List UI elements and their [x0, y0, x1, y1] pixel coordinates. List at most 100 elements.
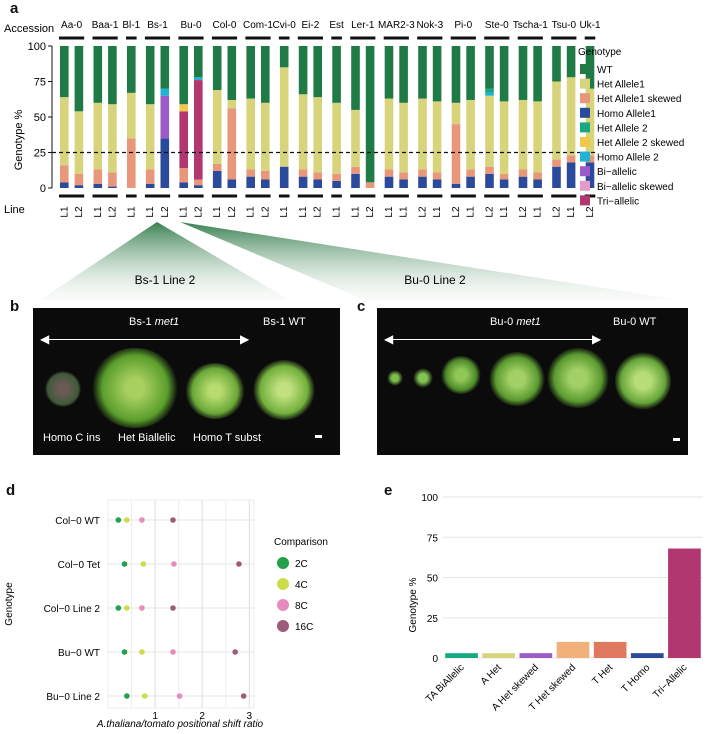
accession-label-Pi-0: Pi-0 — [454, 20, 472, 31]
bar-segment — [194, 179, 203, 186]
line-label: L1 — [332, 206, 343, 218]
bar-segment — [552, 81, 561, 160]
line-label: L2 — [418, 206, 429, 218]
bar-segment — [261, 46, 270, 103]
plant-bu0-met1-5 — [547, 348, 609, 408]
legend-swatch — [580, 107, 590, 118]
bar-segment — [499, 173, 509, 180]
legend-dot — [277, 578, 289, 590]
bar-segment — [212, 90, 222, 164]
bar-segment — [279, 46, 289, 68]
line-label: L2 — [260, 206, 271, 218]
bar-segment — [145, 104, 155, 170]
data-point-2C — [115, 605, 122, 611]
photo-bs1: Bs-1 met1 Bs-1 WT ◀ ▶ Homo C ins Het Bia… — [33, 308, 340, 455]
line-label: L1 — [298, 206, 309, 218]
line-label: L1 — [126, 206, 137, 218]
met-label-bs1: Bs-1 met1 — [129, 316, 180, 328]
bar-segment — [127, 46, 136, 93]
line-label: L2 — [552, 206, 563, 218]
bar-segment — [74, 111, 84, 174]
plant-bu0-met1-1 — [387, 370, 403, 386]
bar-segment — [418, 46, 427, 99]
data-point-2C — [115, 517, 122, 523]
bar-segment — [518, 176, 528, 188]
line-label: L1 — [59, 206, 70, 218]
legend-label: Het Allele1 skewed — [597, 94, 682, 105]
bar — [519, 653, 553, 658]
legend-label: Bi−allelic — [597, 167, 637, 178]
data-point-16C — [170, 605, 176, 611]
bar-segment — [108, 186, 117, 188]
accession-label-Col-0: Col-0 — [213, 20, 237, 31]
bar-segment — [399, 179, 408, 188]
plant-label-1: Homo C ins — [43, 432, 101, 444]
legend-label: 8C — [295, 601, 308, 612]
line-label: L2 — [451, 206, 462, 218]
category-label: Bu−0 WT — [58, 648, 100, 659]
data-point-4C — [139, 649, 145, 655]
legend-swatch — [580, 93, 590, 104]
bar-segment — [227, 99, 237, 109]
bar-segment — [485, 166, 494, 174]
data-point-8C — [176, 693, 183, 699]
line-label: L1 — [432, 206, 443, 218]
bar-segment — [60, 182, 69, 188]
bar-segment — [485, 173, 494, 188]
bar-segment — [179, 46, 188, 105]
bar-segment — [160, 138, 170, 188]
bar-segment — [246, 46, 255, 99]
legend-dot — [277, 599, 289, 611]
line-label: L2 — [365, 206, 376, 218]
legend-label: Het Allele 2 skewed — [597, 138, 684, 149]
bar-segment — [365, 46, 375, 183]
plant-bu0-met1-3 — [441, 356, 481, 394]
data-point-2C — [121, 561, 128, 567]
data-point-8C — [171, 561, 177, 567]
bar-segment — [332, 102, 341, 174]
bar-segment — [212, 46, 222, 91]
line-label: L1 — [399, 206, 410, 218]
bar-segment — [332, 180, 341, 188]
bar-segment — [227, 46, 237, 100]
bar-segment — [365, 182, 375, 188]
bar-segment — [518, 169, 528, 177]
category-label: Col−0 Tet — [58, 560, 101, 571]
bar-segment — [194, 80, 203, 180]
bar-segment — [566, 46, 576, 78]
line-label: L1 — [466, 206, 477, 218]
bar-segment — [566, 77, 576, 156]
line-label: L2 — [160, 206, 171, 218]
accession-label-Ler-1: Ler-1 — [351, 20, 375, 31]
scale-bar-c — [673, 438, 680, 441]
bar-segment — [108, 104, 117, 173]
line-label: L1 — [384, 206, 395, 218]
data-point-16C — [240, 693, 247, 699]
photo-bu0: Bu-0 met1 Bu-0 WT ◀ ▶ — [377, 308, 688, 455]
line-label: L1 — [93, 206, 104, 218]
bar-segment — [194, 46, 203, 78]
bar-segment — [533, 172, 542, 180]
bar-segment — [332, 46, 341, 103]
y-tick-label: 25 — [427, 614, 439, 625]
y-tick-label-75: 75 — [34, 77, 46, 89]
bar-segment — [499, 46, 509, 102]
bar-segment — [585, 88, 595, 156]
legend-swatch — [580, 166, 590, 177]
bar-segment — [179, 182, 188, 188]
bar-segment — [227, 108, 237, 180]
bar-segment — [499, 179, 509, 188]
line-label: L2 — [74, 206, 85, 218]
line-label: L1 — [145, 206, 156, 218]
bar-segment — [298, 94, 308, 170]
zoom-callout: Bs-1 Line 2 Bu-0 Line 2 — [40, 222, 680, 300]
data-point-4C — [124, 517, 130, 523]
legend-label: 4C — [295, 580, 308, 591]
accession-label-Bs-1: Bs-1 — [147, 20, 168, 31]
legend-dot — [277, 620, 289, 632]
bar-segment — [451, 46, 461, 103]
line-label: L2 — [193, 206, 204, 218]
bar-segment — [552, 46, 561, 82]
bar — [482, 653, 516, 658]
